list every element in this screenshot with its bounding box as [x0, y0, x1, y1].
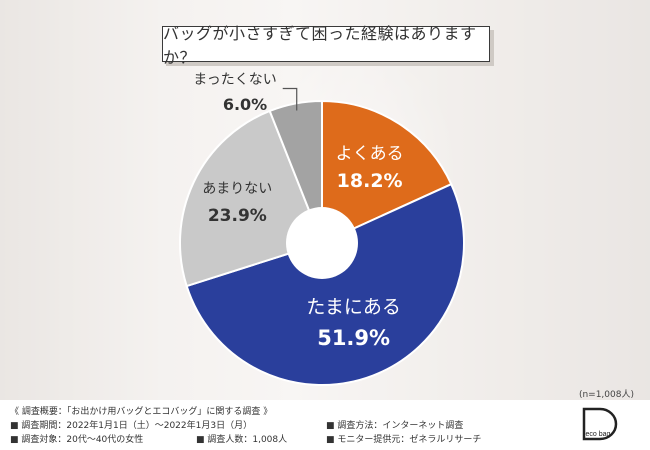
survey-provider: ■ モニター提供元：ゼネラルリサーチ — [326, 435, 482, 445]
slice-value-3: 6.0% — [223, 95, 267, 114]
slice-value-2: 23.9% — [208, 206, 267, 226]
survey-period: ■ 調査期間：2022年1月1日（土）〜2022年1月3日（月） — [10, 421, 253, 431]
slice-label-3: まったくない — [193, 72, 276, 88]
slice-tamaniaru — [185, 182, 465, 386]
survey-count: ■ 調査人数：1,008人 — [196, 435, 288, 445]
survey-method: ■ 調査方法：インターネット調査 — [326, 421, 464, 431]
pie-chart: よくある 18.2% たまにある 51.9% あまりない 23.9% まったくない 6.0% — [179, 72, 465, 386]
slice-value-0: 18.2% — [337, 170, 403, 192]
eco-bag-logo: eco bag — [582, 407, 618, 441]
slice-value-1: 51.9% — [317, 326, 390, 350]
survey-target: ■ 調査対象：20代〜40代の女性 — [10, 435, 144, 445]
pie-center-hole — [286, 207, 358, 279]
logo-text: eco bag — [586, 431, 611, 438]
slice-yokuaru — [321, 99, 453, 245]
survey-heading: 《 調査概要：「お出かけ用バッグとエコバッグ」に関する調査 》 — [10, 407, 273, 417]
sample-size: (n=1,008人) — [578, 390, 634, 400]
survey-footer — [0, 400, 650, 450]
slice-label-0: よくある — [336, 144, 404, 164]
slice-label-1: たまにある — [306, 296, 400, 318]
slice-label-2: あまりない — [202, 181, 272, 197]
slice-mattakunai — [268, 99, 323, 244]
leader-line-3 — [282, 87, 298, 111]
